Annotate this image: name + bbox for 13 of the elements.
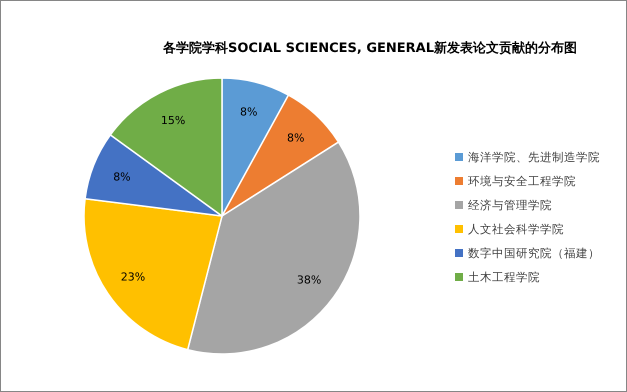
legend-label: 人文社会科学学院 bbox=[468, 222, 564, 236]
legend-label: 经济与管理学院 bbox=[468, 198, 552, 212]
legend-label: 土木工程学院 bbox=[468, 270, 540, 284]
legend-label: 海洋学院、先进制造学院 bbox=[468, 150, 600, 164]
data-label: 23% bbox=[120, 270, 146, 284]
data-label: 8% bbox=[113, 170, 131, 184]
legend-label: 数字中国研究院（福建） bbox=[468, 246, 600, 260]
data-label: 8% bbox=[240, 106, 258, 119]
chart-title: 各学院学科SOCIAL SCIENCES, GENERAL新发表论文贡献的分布图 bbox=[162, 40, 578, 56]
legend-label: 环境与安全工程学院 bbox=[468, 174, 576, 188]
data-label: 15% bbox=[160, 114, 186, 128]
data-label: 8% bbox=[286, 132, 304, 145]
data-label: 38% bbox=[296, 273, 322, 286]
